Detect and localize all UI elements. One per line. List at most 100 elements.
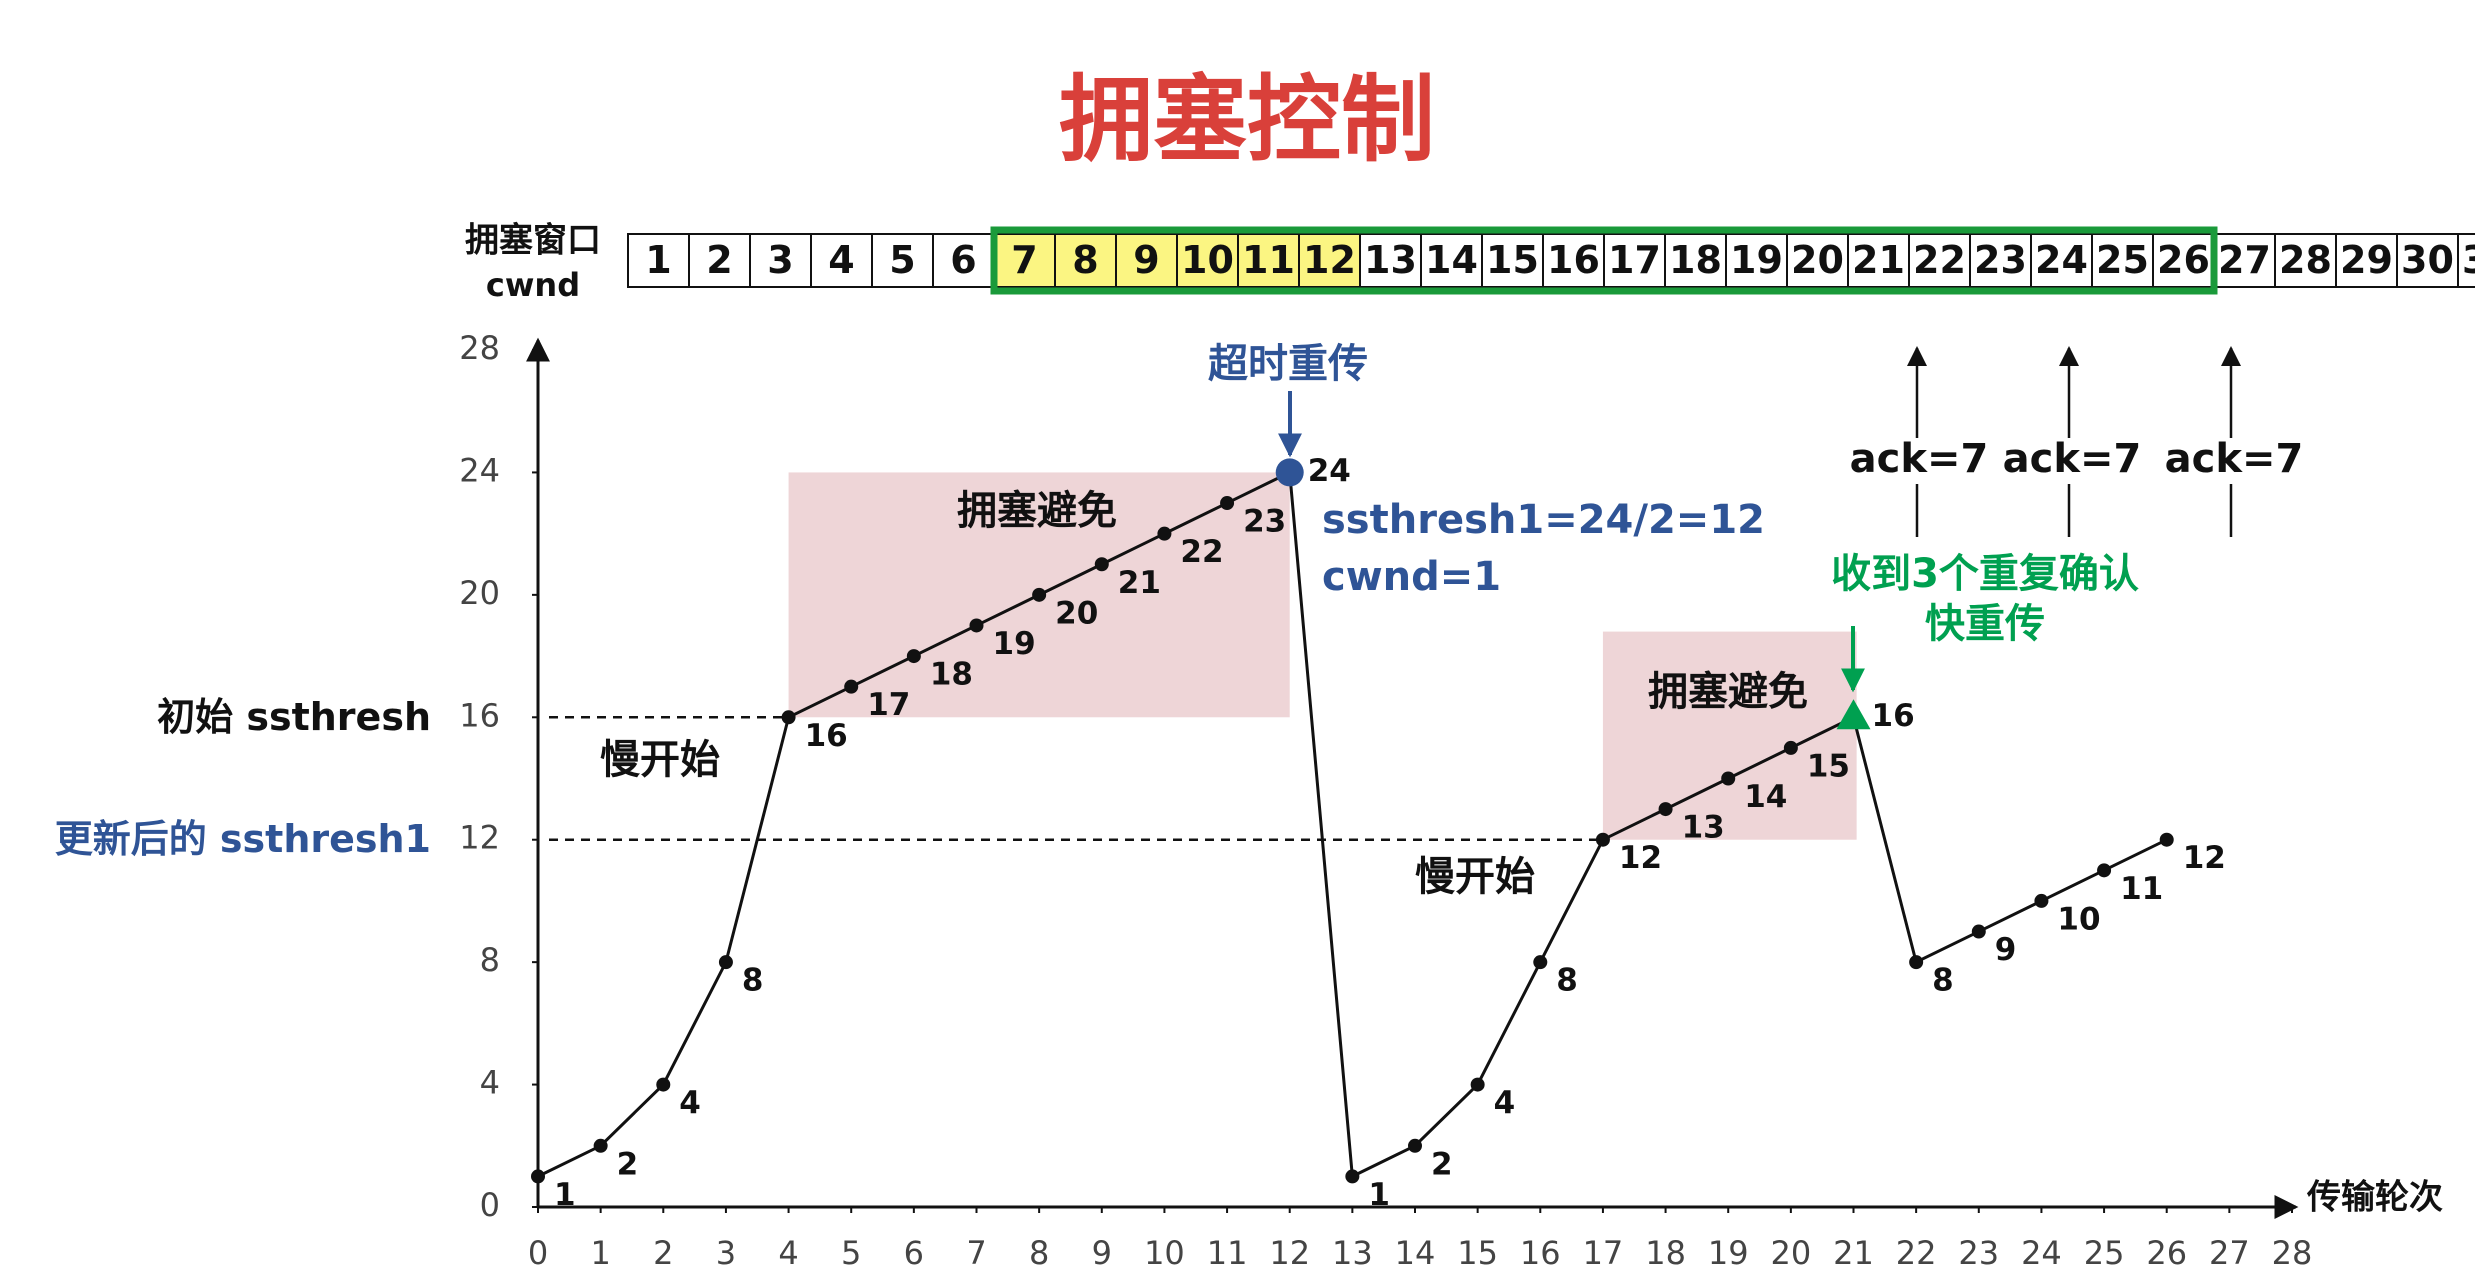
x-tick-label: 14 (1395, 1234, 1436, 1270)
point (1971, 924, 1986, 939)
cwnd-cell (932, 233, 995, 288)
point (718, 955, 733, 970)
point (906, 649, 921, 664)
point (1721, 771, 1736, 786)
x-tick-label: 27 (2209, 1234, 2250, 1270)
data-label: 24 (1308, 453, 1351, 489)
y-tick-label: 0 (480, 1186, 500, 1224)
cwnd-cell-label: 13 (1364, 238, 1417, 282)
x-tick-label: 26 (2146, 1234, 2187, 1270)
slow-start-label: 慢开始 (600, 737, 720, 783)
ack-label: ack=7 (1850, 436, 1989, 482)
data-label: 4 (679, 1085, 701, 1121)
x-tick-label: 21 (1833, 1234, 1874, 1270)
cwnd-cell (1420, 233, 1483, 288)
point (969, 618, 984, 633)
point (1345, 1169, 1360, 1184)
x-tick-label: 12 (1269, 1234, 1310, 1270)
cwnd-cell (1542, 233, 1605, 288)
data-label: 22 (1180, 534, 1223, 570)
threshold-label: 更新后的 ssthresh1 (55, 817, 431, 861)
point (1470, 1077, 1485, 1092)
cwnd-cell (2274, 233, 2337, 288)
cwnd-cell-label: 28 (2279, 238, 2332, 282)
point (1094, 557, 1109, 572)
cwnd-cell (627, 233, 690, 288)
cwnd-cell-label: 2 (706, 238, 732, 282)
cwnd-cell (1359, 233, 1422, 288)
y-tick-label: 8 (480, 941, 500, 979)
data-label: 1 (554, 1177, 576, 1213)
fast-retransmit-point (1836, 699, 1871, 730)
cwnd-cell (1054, 233, 1117, 288)
cwnd-cell (1298, 233, 1361, 288)
x-tick-label: 22 (1896, 1234, 1937, 1270)
cwnd-cell (1786, 233, 1849, 288)
cwnd-cell-label: 18 (1669, 238, 1722, 282)
data-label: 16 (1872, 698, 1915, 734)
cwnd-cell-label: 27 (2218, 238, 2271, 282)
point (781, 710, 796, 725)
cwnd-cell-label: 9 (1133, 238, 1159, 282)
x-tick-label: 3 (716, 1234, 736, 1270)
x-tick-label: 10 (1144, 1234, 1185, 1270)
cwnd-cell (2091, 233, 2154, 288)
x-tick-label: 18 (1645, 1234, 1686, 1270)
y-tick-label: 12 (459, 819, 500, 857)
cwnd-cell-label: 5 (889, 238, 915, 282)
ack-label-bg (2166, 438, 2302, 484)
threshold-label: 初始 ssthresh (157, 695, 431, 739)
data-label: 15 (1807, 748, 1850, 784)
ack-label-bg (2004, 438, 2140, 484)
data-label: 8 (1932, 963, 1954, 999)
avoidance-label: 拥塞避免 (1648, 669, 1808, 715)
cwnd-cell-label: 14 (1425, 238, 1478, 282)
cwnd-cell-label: 10 (1181, 238, 1234, 282)
timeout-label: 超时重传 (1208, 341, 1368, 387)
dup-ack-label: 收到3个重复确认 (1831, 551, 2139, 597)
x-tick-label: 7 (966, 1234, 986, 1270)
y-tick-label: 24 (459, 451, 500, 489)
data-label: 18 (930, 657, 973, 693)
timeout-point (1275, 458, 1304, 487)
x-tick-label: 28 (2272, 1234, 2313, 1270)
point (1595, 832, 1610, 847)
cwnd-cell (1969, 233, 2032, 288)
x-tick-label: 11 (1207, 1234, 1248, 1270)
data-label: 2 (1431, 1146, 1453, 1182)
fast-retransmit-label: 快重传 (1925, 601, 2045, 647)
data-label: 9 (1995, 932, 2017, 968)
cwnd-cell-label: 24 (2035, 238, 2088, 282)
cwnd-cell (2457, 233, 2475, 288)
cwnd-cell-label: 7 (1011, 238, 1037, 282)
cwnd-cell-label: 1 (645, 238, 671, 282)
cwnd-cell-label: 30 (2401, 238, 2454, 282)
point (656, 1077, 671, 1092)
x-tick-label: 0 (528, 1234, 548, 1270)
cwnd-cell-label: 12 (1303, 238, 1356, 282)
cwnd-cell (1176, 233, 1239, 288)
data-label: 4 (1494, 1085, 1516, 1121)
cwnd-cell-label: 31 (2462, 238, 2475, 282)
point (1783, 740, 1798, 755)
x-tick-label: 1 (590, 1234, 610, 1270)
data-label: 13 (1682, 810, 1725, 846)
cwnd-cell (749, 233, 812, 288)
x-tick-label: 2 (653, 1234, 673, 1270)
x-tick-label: 16 (1520, 1234, 1561, 1270)
point (593, 1138, 608, 1153)
cwnd-cell (871, 233, 934, 288)
ack-label-bg (1851, 438, 1987, 484)
data-label: 16 (805, 718, 848, 754)
data-label: 21 (1118, 565, 1161, 601)
avoidance-label: 拥塞避免 (957, 488, 1117, 534)
cwnd-reset: cwnd=1 (1322, 554, 1501, 600)
point (1909, 955, 1924, 970)
cwnd-cell-label: 29 (2340, 238, 2393, 282)
cwnd-cell (1908, 233, 1971, 288)
data-label: 8 (1556, 963, 1578, 999)
x-tick-label: 24 (2021, 1234, 2062, 1270)
point (2034, 893, 2049, 908)
cwnd-cell-label: 20 (1791, 238, 1844, 282)
